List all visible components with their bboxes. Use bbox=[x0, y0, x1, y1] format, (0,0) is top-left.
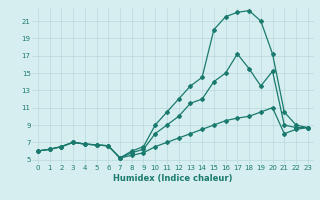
X-axis label: Humidex (Indice chaleur): Humidex (Indice chaleur) bbox=[113, 174, 233, 183]
